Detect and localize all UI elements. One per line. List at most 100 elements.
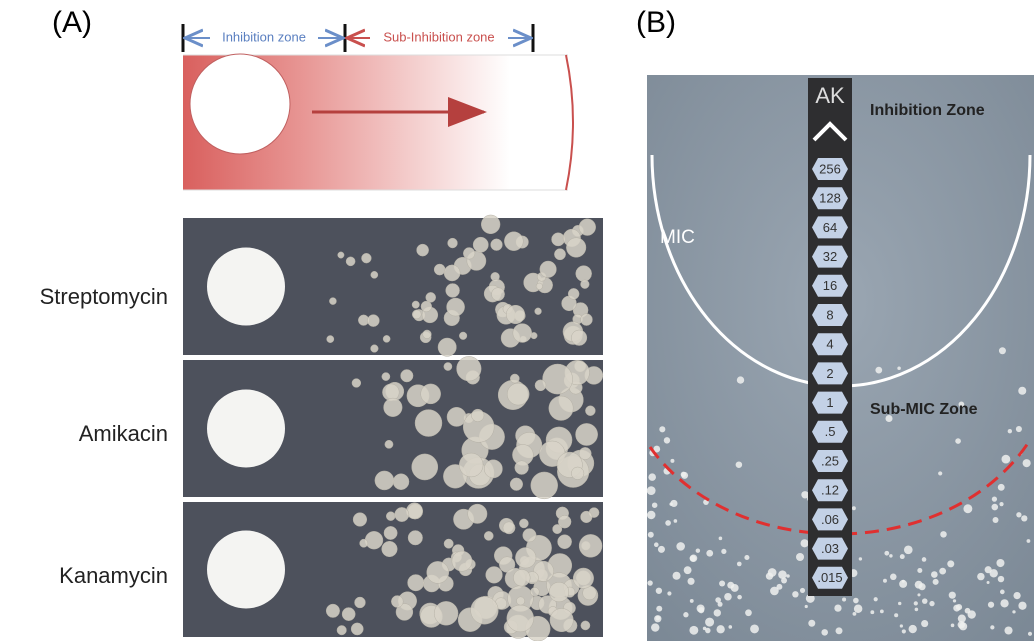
colony <box>566 238 586 258</box>
colony <box>415 410 442 437</box>
colony <box>471 597 499 625</box>
colony <box>654 542 659 547</box>
colony <box>890 574 897 581</box>
colony <box>447 407 466 426</box>
colony <box>955 438 961 444</box>
colony <box>676 542 685 551</box>
colony <box>408 575 424 591</box>
colony <box>434 601 458 625</box>
colony <box>457 356 482 381</box>
colony <box>503 522 515 534</box>
colony <box>808 620 815 627</box>
antibiotic-disk <box>207 390 285 468</box>
colony <box>894 613 898 617</box>
colony <box>940 531 947 538</box>
colony <box>688 578 695 585</box>
colony <box>393 474 409 490</box>
colony <box>953 599 956 602</box>
colony <box>656 616 660 620</box>
colony <box>355 597 366 608</box>
colony <box>988 602 994 608</box>
colony <box>452 551 472 571</box>
colony <box>689 626 698 635</box>
colony <box>571 467 584 480</box>
colony <box>874 597 878 601</box>
colony <box>647 511 655 519</box>
colony <box>745 609 752 616</box>
colony <box>412 454 438 480</box>
colony <box>656 606 662 612</box>
colony <box>417 244 429 256</box>
colony <box>383 335 390 342</box>
colony <box>728 625 732 629</box>
colony <box>438 338 456 356</box>
colony <box>491 239 503 251</box>
colony <box>998 484 1005 491</box>
colony <box>531 472 558 499</box>
scale-label: .5 <box>825 424 836 439</box>
colony <box>391 596 403 608</box>
colony <box>1016 512 1021 517</box>
colony <box>468 504 487 523</box>
colony <box>463 248 475 260</box>
colony <box>510 478 523 491</box>
colony <box>510 374 519 383</box>
colony <box>1008 429 1012 433</box>
colony <box>998 576 1004 582</box>
colony <box>648 532 654 538</box>
colony <box>481 215 500 234</box>
colony <box>367 315 379 327</box>
colony <box>698 607 704 613</box>
colony <box>576 423 598 445</box>
colony <box>1023 459 1031 467</box>
colony <box>648 473 656 481</box>
colony <box>507 383 529 405</box>
colony <box>473 237 488 252</box>
colony <box>854 604 862 612</box>
colony <box>384 526 397 539</box>
colony <box>706 550 713 557</box>
colony <box>1001 455 1010 464</box>
colony <box>999 502 1003 506</box>
colony <box>1018 387 1026 395</box>
colony <box>446 284 460 298</box>
colony <box>412 301 419 308</box>
colony <box>990 569 998 577</box>
colony <box>523 529 536 542</box>
colony <box>554 249 565 260</box>
strip-title: AK <box>815 83 845 108</box>
colony <box>931 571 938 578</box>
scale-label: 8 <box>826 307 833 322</box>
colony <box>421 301 432 312</box>
antibiotic-disk <box>207 248 285 326</box>
colony <box>1000 599 1008 607</box>
colony <box>426 292 436 302</box>
colony <box>581 314 593 326</box>
colony <box>880 609 884 613</box>
row-label: Amikacin <box>79 421 168 446</box>
colony <box>996 559 1004 567</box>
colony <box>870 610 874 614</box>
plate-photos <box>183 215 603 641</box>
scale-label: 4 <box>826 337 833 352</box>
colony <box>664 437 670 443</box>
colony <box>999 347 1006 354</box>
colony <box>681 472 688 479</box>
colony <box>573 568 593 588</box>
colony <box>535 308 542 315</box>
strip-scale: 2561286432168421.5.25.12.06.03.015 <box>812 158 848 589</box>
colony <box>492 288 505 301</box>
colony <box>401 370 413 382</box>
colony <box>571 330 587 346</box>
figure: (A) Inhibition zone Sub-Inhibition zone … <box>0 0 1034 641</box>
colony <box>427 561 449 583</box>
scale-label: .03 <box>821 541 839 556</box>
colony <box>1004 626 1012 634</box>
colony <box>959 622 967 630</box>
colony <box>900 624 903 627</box>
colony <box>513 324 532 343</box>
colony <box>516 597 524 605</box>
colony <box>656 588 662 594</box>
colony <box>549 582 569 602</box>
colony <box>558 535 572 549</box>
